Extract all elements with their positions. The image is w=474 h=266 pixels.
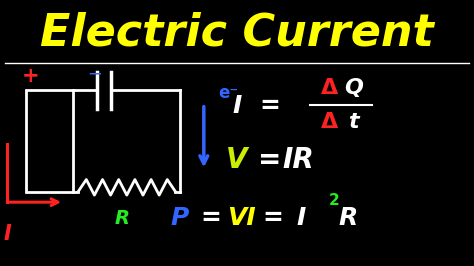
Text: V: V: [226, 146, 248, 174]
Text: Δ: Δ: [321, 112, 338, 132]
Text: I: I: [3, 224, 11, 244]
Text: ─: ─: [90, 65, 100, 84]
Text: I: I: [232, 94, 242, 118]
Text: 2: 2: [329, 193, 339, 208]
Text: e⁻: e⁻: [218, 84, 238, 102]
Text: R: R: [339, 206, 358, 230]
Text: I: I: [296, 206, 306, 230]
Text: P: P: [171, 206, 189, 230]
Bar: [26, 90, 73, 192]
Text: =: =: [262, 206, 283, 230]
Text: Δ: Δ: [321, 78, 338, 98]
Text: =: =: [201, 206, 221, 230]
Text: Electric Current: Electric Current: [40, 12, 434, 55]
Text: R: R: [115, 209, 129, 228]
Text: VI: VI: [228, 206, 256, 230]
Text: IR: IR: [283, 146, 314, 174]
Text: =: =: [260, 94, 281, 118]
Text: =: =: [258, 146, 282, 174]
Text: t: t: [348, 112, 358, 132]
Text: Q: Q: [344, 78, 363, 98]
Text: +: +: [22, 66, 40, 86]
